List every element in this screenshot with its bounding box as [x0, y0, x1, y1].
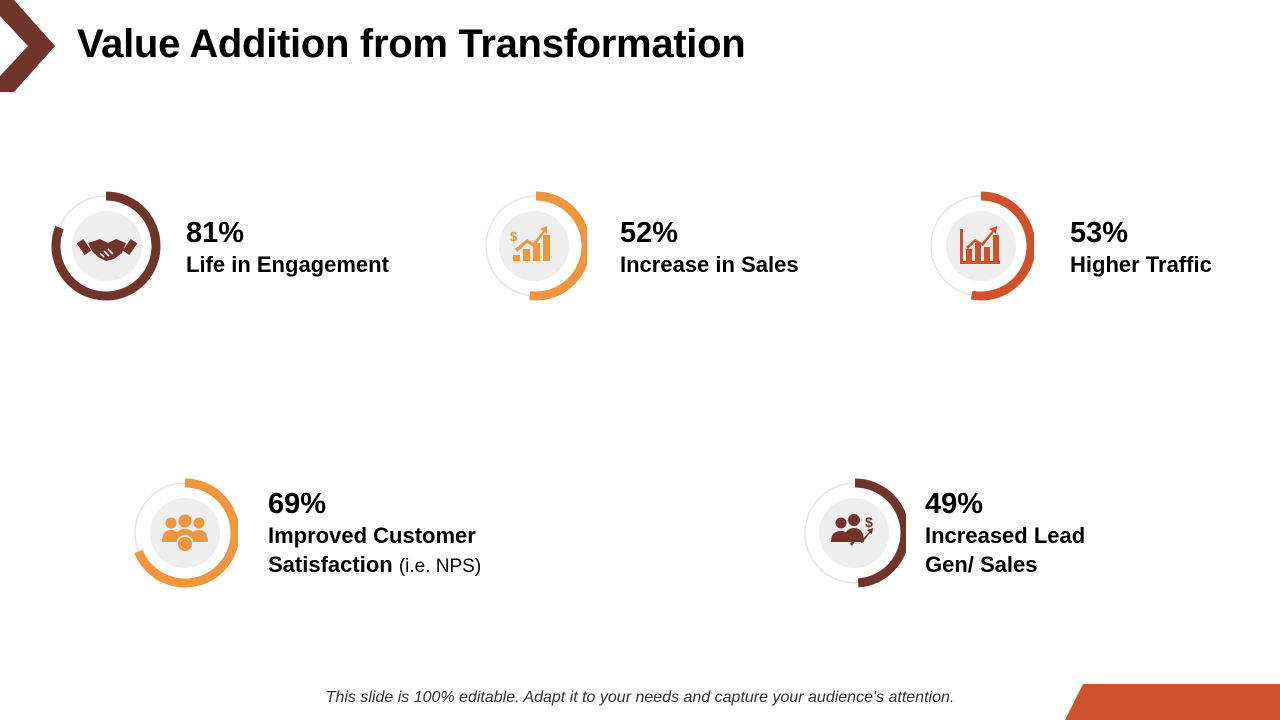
- metric-text: 81% Life in Engagement: [186, 216, 389, 279]
- progress-ring: [804, 478, 906, 588]
- ring-progress-arc: [970, 191, 1034, 301]
- metric-value: 69%: [268, 488, 327, 520]
- svg-text:$: $: [865, 514, 873, 530]
- ring-progress-arc: [854, 478, 906, 588]
- metric-label-line1: Improved Customer: [268, 523, 476, 548]
- progress-ring: [51, 191, 161, 301]
- ring-progress-arc: [134, 478, 238, 588]
- footer-note: This slide is 100% editable. Adapt it to…: [325, 689, 955, 706]
- metric-text: 69% Improved Customer Satisfaction (i.e.…: [268, 487, 481, 581]
- metric-value: 81%: [186, 217, 245, 249]
- chevron-decoration-icon: [0, 0, 55, 92]
- metric-sales: $ 52% Increase in Sales: [481, 190, 901, 302]
- metric-label: Higher Traffic: [1070, 252, 1212, 277]
- metric-value: 49%: [925, 488, 984, 520]
- business-people-dollar-icon: $: [817, 496, 891, 570]
- metric-label-line1: Increased Lead: [925, 523, 1086, 548]
- metric-label: Life in Engagement: [186, 252, 389, 277]
- progress-ring: [485, 191, 587, 301]
- metric-engagement: 81% Life in Engagement: [51, 190, 471, 302]
- customer-group-icon: [148, 496, 222, 570]
- metric-text: 49% Increased Lead Gen/ Sales: [925, 487, 1085, 579]
- svg-text:$: $: [510, 229, 518, 244]
- metric-text: 52% Increase in Sales: [620, 216, 799, 279]
- metric-text: 53% Higher Traffic: [1070, 216, 1212, 279]
- metric-lead-gen: $ 49% Increased Lead Gen/ Sales: [800, 477, 1220, 589]
- metric-value: 53%: [1070, 217, 1129, 249]
- metric-label-line2: Gen/ Sales: [925, 552, 1038, 577]
- handshake-icon: [70, 209, 144, 283]
- ring-progress-arc: [529, 191, 587, 301]
- sales-growth-icon: $: [497, 209, 571, 283]
- metric-label-suffix: (i.e. NPS): [398, 556, 482, 577]
- corner-accent-decoration: [1065, 684, 1280, 720]
- metric-label: Increase in Sales: [620, 252, 799, 277]
- ring-progress-arc: [51, 191, 161, 301]
- metric-value: 52%: [620, 217, 679, 249]
- progress-ring: [930, 191, 1034, 301]
- page-title: Value Addition from Transformation: [77, 22, 746, 66]
- bar-chart-growth-icon: [944, 209, 1018, 283]
- metric-traffic: 53% Higher Traffic: [926, 190, 1266, 302]
- progress-ring: [134, 478, 238, 588]
- metric-customer-satisfaction: 69% Improved Customer Satisfaction (i.e.…: [130, 477, 570, 589]
- metric-label-line2: Satisfaction: [268, 552, 393, 577]
